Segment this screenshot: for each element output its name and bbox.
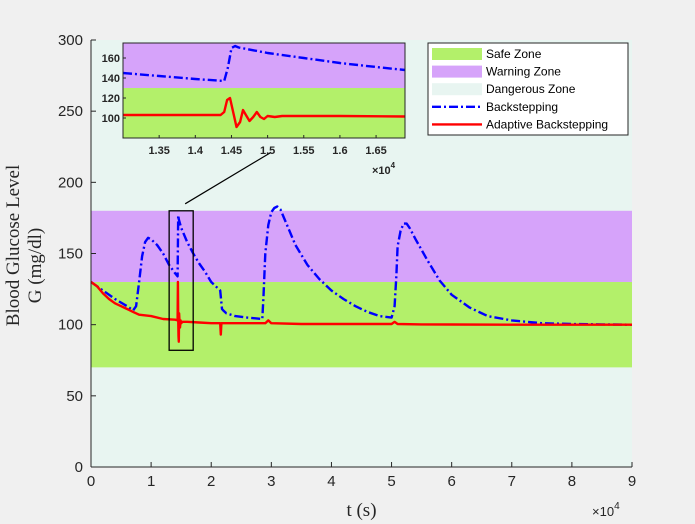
series-line-0 bbox=[90, 205, 633, 326]
y-tick-label: 100 bbox=[58, 317, 83, 334]
x-tick-label: 1 bbox=[147, 473, 155, 490]
inset-x-tick-label: 1.5 bbox=[260, 145, 275, 157]
x-tick-label: 5 bbox=[387, 473, 395, 490]
warning-zone-band bbox=[91, 210, 632, 282]
x-tick-label: 8 bbox=[568, 473, 576, 490]
y-axis-label-line2: G (mg/dl) bbox=[25, 228, 46, 303]
y-tick-label: 150 bbox=[58, 246, 83, 263]
inset-y-tick-label: 140 bbox=[102, 73, 120, 85]
y-tick-label: 300 bbox=[58, 32, 83, 49]
x-tick-label: 0 bbox=[87, 473, 95, 490]
inset-x-tick-label: 1.4 bbox=[188, 145, 204, 157]
x-tick-label: 2 bbox=[207, 473, 215, 490]
chart-legend: Safe Zone Warning Zone Dangerous Zone Backs… bbox=[427, 42, 629, 136]
inset-frame bbox=[122, 42, 406, 139]
inset-warning-band bbox=[123, 43, 405, 88]
main-axes-group: 0 1 2 3 4 5 6 7 8 9 0 50 100 150 200 250 300 bbox=[58, 32, 636, 490]
y-tick-label: 0 bbox=[75, 459, 83, 476]
y-tick-label: 50 bbox=[66, 388, 83, 405]
zoom-leader-line bbox=[184, 152, 271, 205]
inset-series-group bbox=[122, 44, 406, 129]
inset-safe-band bbox=[123, 88, 405, 138]
x-tick-label: 9 bbox=[628, 473, 636, 490]
inset-x-tick-label: 1.45 bbox=[221, 145, 242, 157]
x-tick-label: 6 bbox=[447, 473, 455, 490]
legend-label: Backstepping bbox=[486, 100, 558, 114]
inset-zoom-plot: 1.35 1.4 1.45 1.5 1.55 1.6 1.65 100 120 140 160 ×1… bbox=[102, 42, 406, 177]
legend-swatch bbox=[432, 48, 482, 60]
inset-axes-group: 1.35 1.4 1.45 1.5 1.55 1.6 1.65 100 120 140 160 bbox=[102, 42, 406, 157]
inset-y-tick-label: 120 bbox=[102, 93, 120, 105]
inset-series-line-0 bbox=[122, 44, 406, 83]
legend-label: Dangerous Zone bbox=[486, 82, 576, 96]
inset-x-tick-label: 1.65 bbox=[365, 145, 386, 157]
inset-y-tick-label: 100 bbox=[102, 113, 120, 125]
series-line-1 bbox=[90, 280, 632, 343]
inset-x-multiplier: ×104 bbox=[372, 161, 396, 177]
legend-swatch bbox=[432, 83, 482, 96]
y-tick-label: 250 bbox=[58, 103, 83, 120]
inset-x-tick-label: 1.6 bbox=[332, 145, 347, 157]
legend-swatch bbox=[432, 65, 482, 78]
y-tick-label: 200 bbox=[58, 174, 83, 191]
legend-label: Adaptive Backstepping bbox=[486, 117, 608, 131]
x-tick-label: 4 bbox=[327, 473, 335, 490]
legend-label: Warning Zone bbox=[486, 65, 561, 79]
x-axis-label: t (s) bbox=[346, 500, 376, 521]
legend-label: Safe Zone bbox=[486, 47, 542, 61]
inset-x-tick-label: 1.35 bbox=[148, 145, 169, 157]
main-series-group bbox=[90, 205, 633, 343]
x-tick-label: 7 bbox=[508, 473, 516, 490]
inset-series-line-1 bbox=[123, 96, 406, 129]
zoom-highlight-box bbox=[168, 210, 194, 351]
x-tick-label: 3 bbox=[267, 473, 275, 490]
x-axis-multiplier: ×104 bbox=[592, 501, 620, 519]
y-axis-label-line1: Blood Glucose Level bbox=[3, 165, 24, 326]
inset-x-tick-label: 1.55 bbox=[293, 145, 314, 157]
inset-y-tick-label: 160 bbox=[102, 53, 120, 65]
